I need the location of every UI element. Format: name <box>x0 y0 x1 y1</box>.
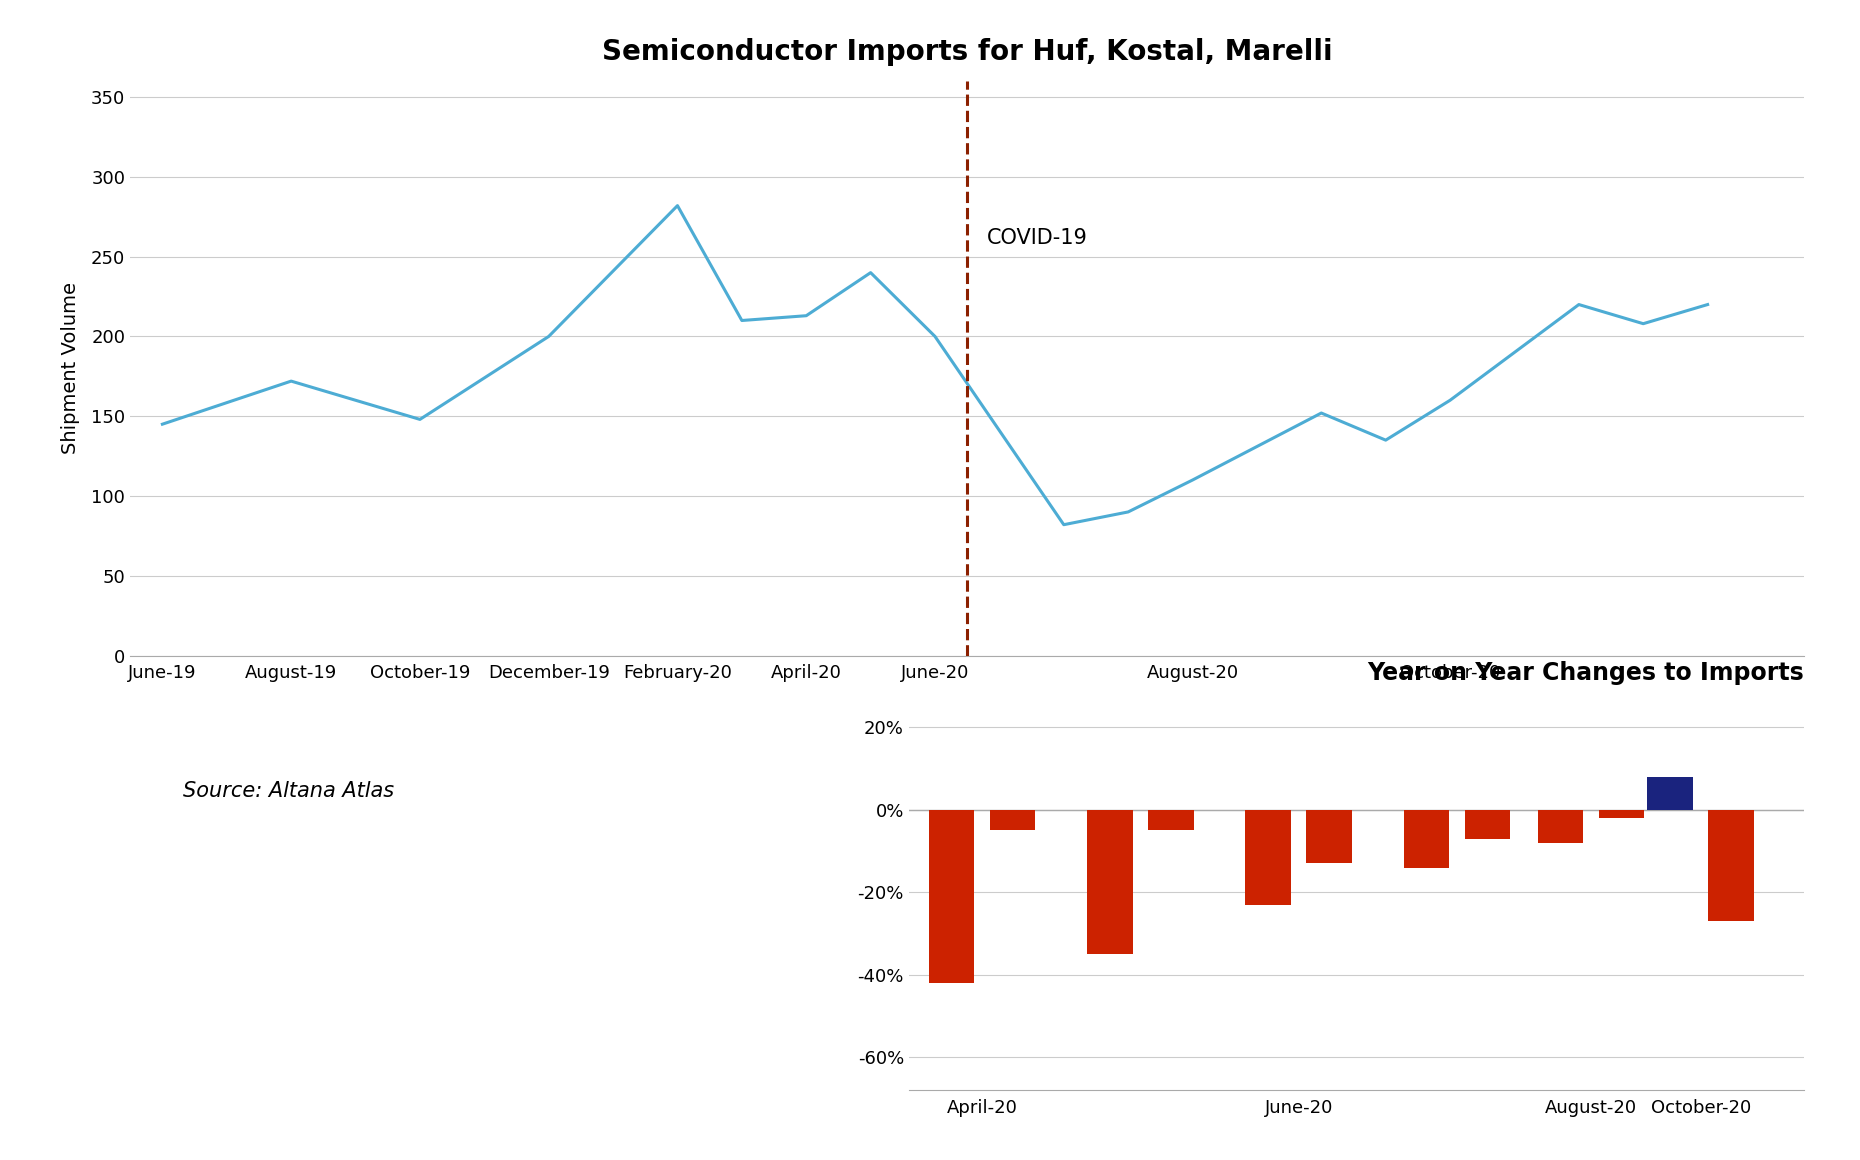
Bar <box>1246 810 1291 905</box>
Bar <box>1598 810 1644 818</box>
Text: COVID-19: COVID-19 <box>986 227 1088 248</box>
Y-axis label: Shipment Volume: Shipment Volume <box>61 282 80 455</box>
Text: Source: Altana Atlas: Source: Altana Atlas <box>182 782 394 802</box>
Bar <box>1306 810 1352 863</box>
Bar <box>1648 777 1693 810</box>
Bar <box>1404 810 1449 868</box>
Bar <box>1086 810 1133 955</box>
Bar <box>1464 810 1510 839</box>
Title: Semiconductor Imports for Huf, Kostal, Marelli: Semiconductor Imports for Huf, Kostal, M… <box>603 38 1332 66</box>
Bar <box>1707 810 1754 921</box>
Bar <box>928 810 975 984</box>
Text: Year on Year Changes to Imports: Year on Year Changes to Imports <box>1367 661 1804 686</box>
Bar <box>990 810 1036 831</box>
Bar <box>1538 810 1583 843</box>
Bar <box>1148 810 1194 831</box>
